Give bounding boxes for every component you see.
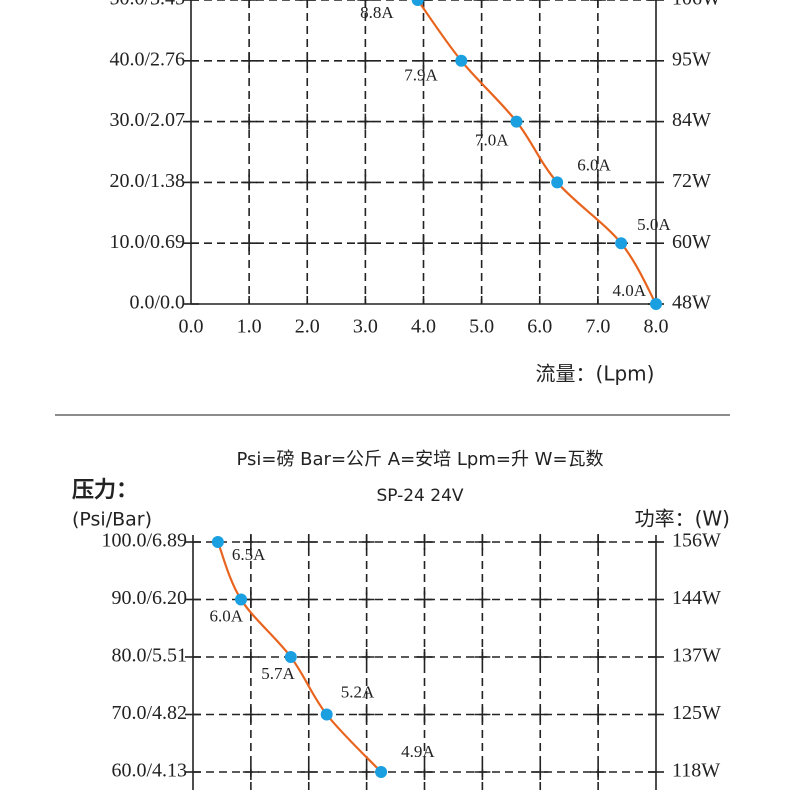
y2-tick-label: 156W	[672, 530, 721, 552]
data-point	[320, 708, 333, 721]
x-tick-label: 8.0	[644, 316, 669, 338]
x-tick-label: 0.0	[179, 316, 204, 338]
y2-tick-label: 118W	[672, 760, 720, 782]
unit-legend: Psi=磅 Bar=公斤 A=安培 Lpm=升 W=瓦数	[236, 449, 603, 470]
x-tick-label: 6.0	[527, 316, 552, 338]
x-tick-label: 2.0	[295, 316, 320, 338]
point-label: 4.0A	[612, 281, 646, 300]
y-tick-label: 50.0/3.45	[109, 0, 185, 10]
y2-axis-label: 功率：(W)	[635, 507, 730, 531]
y-tick-label: 10.0/0.69	[109, 231, 185, 253]
data-point	[211, 536, 224, 548]
y2-tick-label: 125W	[672, 702, 721, 724]
y-tick-label: 100.0/6.89	[101, 530, 187, 552]
data-point	[235, 593, 248, 606]
y2-tick-label: 48W	[672, 292, 711, 314]
y-tick-label: 20.0/1.38	[109, 170, 185, 192]
data-point	[650, 298, 662, 310]
point-label: 5.2A	[341, 682, 375, 701]
x-tick-label: 7.0	[585, 316, 610, 338]
y2-tick-label: 60W	[672, 231, 711, 253]
y-tick-label: 90.0/6.20	[111, 587, 187, 609]
point-label: 5.7A	[261, 664, 295, 683]
y-tick-label: 70.0/4.82	[111, 702, 187, 724]
point-label: 5.0A	[637, 215, 671, 234]
chart-title: SP-24 24V	[376, 486, 463, 506]
x-tick-label: 1.0	[237, 316, 262, 338]
data-point	[455, 54, 468, 67]
point-label: 6.5A	[232, 545, 266, 564]
y-tick-label: 0.0/0.0	[129, 292, 185, 314]
x-tick-label: 3.0	[353, 316, 378, 338]
y2-tick-label: 137W	[672, 645, 721, 667]
point-label: 4.9A	[401, 742, 435, 761]
data-point	[615, 237, 628, 250]
data-point	[510, 115, 523, 128]
y2-tick-label: 84W	[672, 109, 711, 131]
point-label: 7.9A	[404, 66, 438, 85]
y2-tick-label: 106W	[672, 0, 721, 10]
data-point	[551, 176, 564, 189]
y-tick-label: 60.0/4.13	[111, 760, 187, 782]
data-point	[284, 651, 297, 663]
y2-tick-label: 144W	[672, 587, 721, 609]
point-label: 8.8A	[360, 3, 394, 22]
y-axis-label: 压力：	[72, 478, 138, 503]
y-axis-unit: (Psi/Bar)	[72, 509, 152, 531]
y-tick-label: 80.0/5.51	[111, 645, 187, 667]
point-label: 6.0A	[210, 606, 244, 625]
point-label: 6.0A	[577, 155, 611, 174]
x-axis-label: 流量：(Lpm)	[536, 362, 655, 386]
y2-tick-label: 95W	[672, 48, 711, 70]
y-tick-label: 40.0/2.76	[109, 48, 185, 70]
point-label: 7.0A	[475, 131, 509, 150]
x-tick-label: 5.0	[469, 316, 494, 338]
data-point	[411, 0, 424, 6]
x-tick-label: 4.0	[411, 316, 436, 338]
data-point	[375, 766, 388, 778]
y2-tick-label: 72W	[672, 170, 711, 192]
y-tick-label: 30.0/2.07	[109, 109, 185, 131]
